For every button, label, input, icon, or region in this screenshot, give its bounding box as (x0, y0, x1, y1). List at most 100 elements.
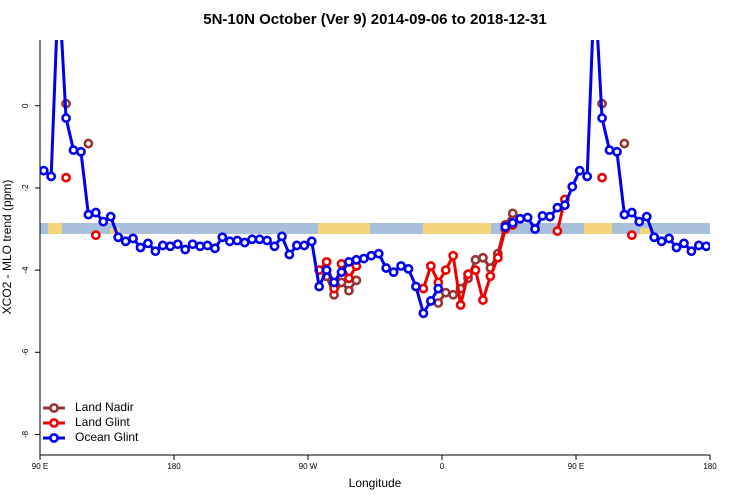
data-point (641, 211, 652, 222)
data-point (559, 200, 570, 211)
data-point (46, 171, 57, 182)
data-point (612, 146, 622, 157)
data-point (373, 248, 384, 259)
legend-label: Ocean Glint (75, 430, 139, 444)
data-point (68, 145, 79, 156)
data-point (351, 254, 362, 265)
data-point (277, 231, 287, 242)
data-point (552, 226, 563, 236)
data-point (83, 138, 94, 149)
y-axis-label: XCO2 - MLO trend (ppm) (0, 180, 14, 315)
data-point (269, 241, 280, 252)
data-point (522, 212, 533, 223)
data-point (634, 216, 645, 227)
data-point (61, 113, 71, 123)
x-tick-label: 180 (703, 462, 717, 471)
data-point (329, 277, 339, 288)
data-point (76, 146, 86, 157)
data-point (619, 209, 630, 220)
data-point (463, 269, 473, 280)
x-tick-label: 90 E (568, 462, 584, 471)
data-point (470, 265, 481, 275)
data-point (597, 113, 607, 123)
data-point (567, 181, 578, 192)
data-point (224, 236, 235, 247)
data-point (552, 202, 563, 213)
data-point (344, 256, 354, 267)
data-point (671, 242, 682, 253)
y-tick-label: -8 (21, 430, 30, 438)
legend-marker (49, 403, 59, 413)
data-point (299, 240, 310, 251)
x-tick-label: 90 E (32, 462, 48, 471)
data-point (455, 300, 466, 310)
data-point (40, 165, 49, 176)
y-tick-label: -6 (21, 348, 30, 356)
legend-marker (49, 433, 59, 443)
data-point (202, 240, 213, 251)
data-point (381, 263, 392, 273)
data-point (321, 265, 332, 275)
data-point (314, 281, 325, 292)
data-point (90, 230, 101, 241)
data-point (425, 261, 436, 271)
data-point (284, 249, 295, 260)
data-point (649, 232, 660, 243)
data-point (604, 145, 615, 156)
data-point (98, 216, 109, 227)
data-point (217, 232, 228, 243)
data-point (180, 244, 191, 255)
data-point (262, 235, 272, 246)
data-point (128, 233, 138, 244)
data-point (470, 254, 481, 265)
data-point (321, 256, 332, 267)
data-point (232, 235, 243, 246)
land-patch (423, 223, 491, 234)
y-tick-label: 0 (21, 103, 30, 108)
data-point (507, 217, 518, 228)
data-point (418, 283, 429, 294)
data-point (574, 165, 585, 176)
data-point (358, 253, 369, 264)
legend-label: Land Nadir (75, 400, 134, 414)
data-point (210, 243, 220, 254)
land-patch (640, 228, 650, 234)
data-point (239, 237, 250, 248)
data-point (344, 285, 354, 296)
plot-area (40, 40, 710, 319)
data-point (113, 232, 124, 243)
data-point (366, 250, 377, 261)
data-point (597, 172, 607, 183)
legend-marker (49, 418, 59, 428)
legend-label: Land Glint (75, 415, 130, 429)
data-point (90, 207, 101, 218)
data-point (388, 267, 399, 278)
data-point (165, 241, 176, 252)
data-point (515, 213, 526, 224)
data-point (656, 236, 667, 247)
data-point (500, 222, 511, 232)
data-point (425, 296, 436, 306)
x-tick-label: 180 (167, 462, 181, 471)
data-point (582, 171, 593, 182)
data-point (693, 240, 704, 251)
data-point (403, 263, 414, 274)
chart-title: 5N-10N October (Ver 9) 2014-09-06 to 201… (203, 11, 547, 28)
data-point (478, 295, 488, 305)
x-tick-label: 90 W (299, 462, 318, 471)
data-point (448, 250, 459, 261)
land-ocean-strip (40, 223, 710, 234)
data-point (701, 241, 710, 252)
land-patch (318, 223, 370, 234)
data-point (254, 234, 265, 245)
data-point (120, 236, 131, 247)
data-point (440, 265, 451, 275)
data-point (336, 267, 347, 278)
data-point (478, 252, 488, 263)
data-point (664, 233, 674, 244)
data-point (83, 209, 94, 220)
data-point (344, 273, 354, 284)
data-point (626, 230, 637, 241)
series-line (42, 40, 707, 317)
